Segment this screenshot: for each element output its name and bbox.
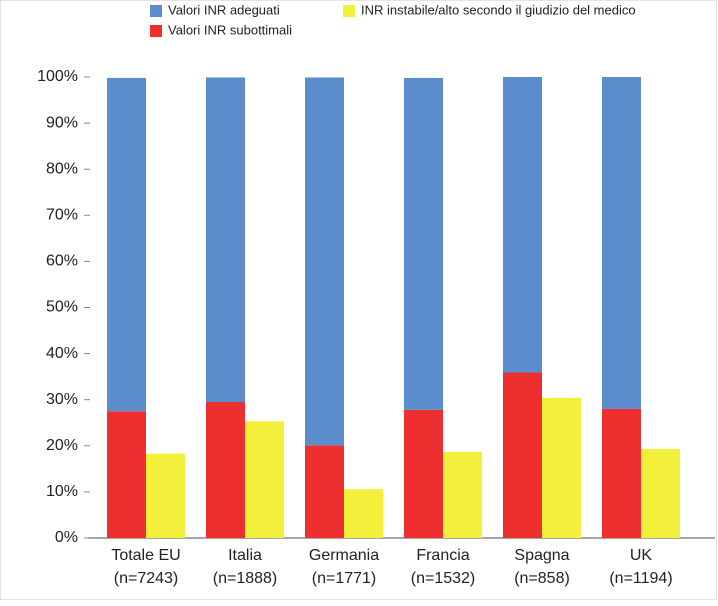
x-tick-label: Spagna xyxy=(514,547,569,564)
y-tick-label: 20% xyxy=(46,437,78,454)
legend: Valori INR adeguati Valori INR subottimal… xyxy=(150,2,636,37)
legend-swatch xyxy=(150,25,162,37)
bar-instabile xyxy=(146,453,185,538)
bar-instabile xyxy=(641,449,680,538)
legend-swatch xyxy=(150,5,162,17)
bar-instabile xyxy=(245,421,284,538)
bar-instabile xyxy=(542,397,581,538)
x-tick-label: Totale EU xyxy=(111,547,180,564)
bar-adeguati xyxy=(107,77,146,412)
bar-adeguati xyxy=(602,77,641,409)
x-tick-label: (n=1532) xyxy=(411,570,476,587)
bar-subottimali xyxy=(206,402,245,538)
x-tick-label: (n=1771) xyxy=(312,570,377,587)
x-tick-label: (n=1888) xyxy=(213,570,278,587)
y-tick-label: 80% xyxy=(46,160,78,177)
bar-adeguati xyxy=(305,77,344,446)
bar-subottimali xyxy=(107,411,146,538)
bar-instabile xyxy=(344,489,383,538)
legend-swatch xyxy=(343,5,355,17)
legend-label: Valori INR adeguati xyxy=(168,2,280,17)
x-tick-label: (n=858) xyxy=(514,570,570,587)
x-tick-label: UK xyxy=(630,547,653,564)
x-tick-label: (n=7243) xyxy=(114,570,179,587)
y-tick-label: 10% xyxy=(46,483,78,500)
x-tick-label: Germania xyxy=(309,547,379,564)
bar-subottimali xyxy=(602,408,641,538)
y-tick-label: 40% xyxy=(46,345,78,362)
bar-subottimali xyxy=(503,372,542,538)
bar-adeguati xyxy=(206,77,245,403)
legend-label: INR instabile/alto secondo il giudizio d… xyxy=(361,2,636,17)
x-tick-label: (n=1194) xyxy=(609,570,672,587)
bar-adeguati xyxy=(503,77,542,373)
x-tick-label: Francia xyxy=(416,547,469,564)
legend-label: Valori INR subottimali xyxy=(168,22,292,37)
y-tick-label: 50% xyxy=(46,299,78,316)
bar-adeguati xyxy=(404,77,443,410)
y-tick-label: 0% xyxy=(55,529,78,546)
y-tick-label: 90% xyxy=(46,114,78,131)
bar-instabile xyxy=(443,451,482,538)
y-tick-label: 70% xyxy=(46,207,78,224)
bar-subottimali xyxy=(404,409,443,538)
y-tick-label: 100% xyxy=(37,68,78,85)
x-tick-label: Italia xyxy=(228,547,262,564)
y-tick-label: 60% xyxy=(46,253,78,270)
bar-subottimali xyxy=(305,445,344,538)
y-tick-label: 30% xyxy=(46,391,78,408)
